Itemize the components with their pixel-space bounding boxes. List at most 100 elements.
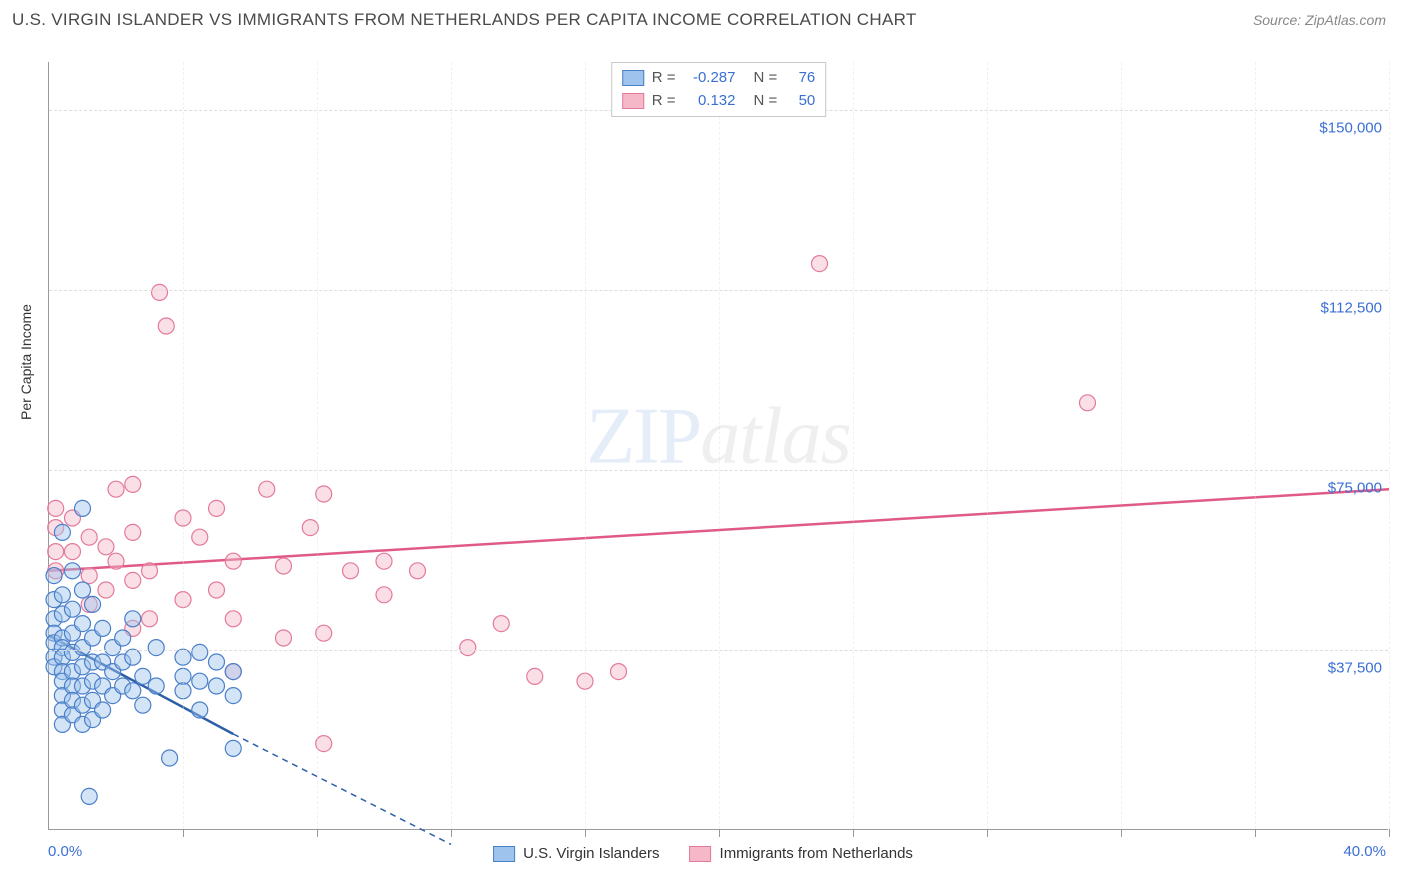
gridline-v	[987, 62, 988, 829]
series-a-point	[115, 630, 131, 646]
series-b-point	[493, 616, 509, 632]
legend-item-a: U.S. Virgin Islanders	[493, 845, 659, 862]
series-a-point	[135, 697, 151, 713]
series-b-point	[1080, 395, 1096, 411]
series-a-point	[135, 668, 151, 684]
stats-swatch	[622, 93, 644, 109]
gridline-v	[719, 62, 720, 829]
series-legend: U.S. Virgin Islanders Immigrants from Ne…	[493, 845, 913, 862]
series-b-point	[209, 500, 225, 516]
series-a-point	[209, 654, 225, 670]
series-a-point	[54, 524, 70, 540]
series-b-point	[812, 256, 828, 272]
series-a-point	[125, 683, 141, 699]
x-axis-min-label: 0.0%	[48, 843, 82, 860]
source-prefix: Source:	[1253, 12, 1305, 28]
series-b-point	[192, 529, 208, 545]
series-b-point	[64, 544, 80, 560]
gridline-v	[585, 62, 586, 829]
series-b-point	[316, 625, 332, 641]
series-b-point	[142, 611, 158, 627]
x-tick	[1389, 829, 1390, 837]
series-b-point	[108, 481, 124, 497]
n-value: 76	[785, 67, 815, 90]
series-b-point	[98, 582, 114, 598]
series-b-point	[152, 284, 168, 300]
x-tick	[1121, 829, 1122, 837]
series-b-point	[611, 664, 627, 680]
series-b-point	[209, 582, 225, 598]
x-tick	[585, 829, 586, 837]
series-b-point	[81, 529, 97, 545]
series-a-point	[125, 649, 141, 665]
series-b-point	[48, 544, 64, 560]
legend-item-b: Immigrants from Netherlands	[690, 845, 913, 862]
y-tick-label: $150,000	[1319, 120, 1382, 137]
series-a-point	[85, 596, 101, 612]
x-tick	[1255, 829, 1256, 837]
series-a-point	[192, 673, 208, 689]
series-a-point	[46, 568, 62, 584]
x-tick	[719, 829, 720, 837]
series-b-point	[276, 630, 292, 646]
series-b-point	[376, 587, 392, 603]
series-b-point	[81, 568, 97, 584]
series-b-point	[276, 558, 292, 574]
legend-swatch-b	[690, 846, 712, 862]
series-a-point	[148, 640, 164, 656]
series-a-point	[75, 616, 91, 632]
series-b-point	[410, 563, 426, 579]
plot-area: R =-0.287N =76R =0.132N =50 ZIPatlas	[48, 62, 1388, 830]
series-b-point	[527, 668, 543, 684]
gridline-v	[183, 62, 184, 829]
series-a-point	[95, 620, 111, 636]
x-tick	[853, 829, 854, 837]
series-a-point	[95, 702, 111, 718]
legend-label-a: U.S. Virgin Islanders	[523, 845, 659, 862]
series-a-point	[209, 678, 225, 694]
series-b-point	[460, 640, 476, 656]
series-a-point	[148, 678, 164, 694]
gridline-v	[317, 62, 318, 829]
series-a-point	[75, 500, 91, 516]
series-b-point	[225, 611, 241, 627]
series-a-point	[225, 688, 241, 704]
gridline-v	[1121, 62, 1122, 829]
stats-legend-row: R =-0.287N =76	[622, 67, 816, 90]
x-tick	[317, 829, 318, 837]
gridline-v	[451, 62, 452, 829]
series-b-point	[302, 520, 318, 536]
series-a-point	[192, 644, 208, 660]
x-tick	[451, 829, 452, 837]
source-attribution: Source: ZipAtlas.com	[1253, 12, 1386, 28]
r-label: R =	[652, 90, 676, 113]
series-b-point	[343, 563, 359, 579]
r-value: 0.132	[684, 90, 736, 113]
series-b-point	[125, 524, 141, 540]
gridline-v	[853, 62, 854, 829]
series-a-point	[54, 587, 70, 603]
x-tick	[183, 829, 184, 837]
gridline-v	[1255, 62, 1256, 829]
y-tick-label: $75,000	[1328, 480, 1382, 497]
series-a-point	[64, 563, 80, 579]
series-a-trendline-ext	[233, 734, 451, 844]
x-tick	[987, 829, 988, 837]
series-b-point	[259, 481, 275, 497]
chart-title: U.S. VIRGIN ISLANDER VS IMMIGRANTS FROM …	[12, 10, 917, 30]
series-a-point	[225, 740, 241, 756]
series-b-point	[142, 563, 158, 579]
y-tick-label: $37,500	[1328, 660, 1382, 677]
r-label: R =	[652, 67, 676, 90]
gridline-v	[1389, 62, 1390, 829]
series-a-point	[162, 750, 178, 766]
stats-swatch	[622, 70, 644, 86]
series-b-point	[316, 486, 332, 502]
n-label: N =	[754, 67, 778, 90]
series-b-point	[125, 572, 141, 588]
series-a-point	[64, 601, 80, 617]
stats-legend-box: R =-0.287N =76R =0.132N =50	[611, 62, 827, 117]
x-axis-max-label: 40.0%	[1343, 843, 1386, 860]
series-b-point	[316, 736, 332, 752]
series-a-point	[225, 664, 241, 680]
